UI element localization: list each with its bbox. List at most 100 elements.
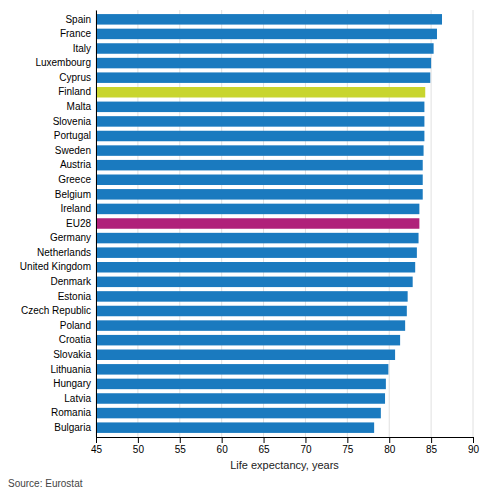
y-tick: Slovenia [53, 116, 96, 127]
bar [96, 87, 425, 98]
bar [96, 189, 423, 200]
y-tick-label: Ireland [60, 203, 91, 214]
y-tick: Lithuania [50, 364, 96, 375]
y-tick-label: Poland [60, 320, 91, 331]
plot: 45 50 55 60 65 70 75 80 85 90 Spain France Italy Luxe… [8, 10, 479, 489]
x-tick: 60 [217, 437, 229, 455]
y-tick: Austria [60, 159, 96, 170]
x-tick-label: 80 [384, 444, 396, 455]
y-tick-label: France [60, 28, 92, 39]
x-tick-mark [96, 437, 97, 443]
x-tick-mark [305, 437, 306, 443]
bar [96, 247, 417, 258]
y-tick: Netherlands [37, 247, 96, 258]
y-tick: Greece [58, 174, 96, 185]
x-tick-label: 70 [300, 444, 312, 455]
x-tick: 75 [342, 437, 354, 455]
x-tick: 80 [384, 437, 396, 455]
x-tick-mark [389, 437, 390, 443]
y-tick: Spain [65, 14, 96, 25]
y-tick-label: Netherlands [37, 247, 91, 258]
bar [96, 306, 407, 317]
x-tick: 50 [133, 437, 145, 455]
x-tick-mark [180, 437, 181, 443]
y-tick: Bulgaria [54, 422, 96, 433]
x-tick-mark [264, 437, 265, 443]
x-tick-label: 55 [175, 444, 187, 455]
y-tick-label: Latvia [64, 393, 91, 404]
x-tick: 90 [468, 437, 480, 455]
bar [96, 335, 400, 346]
bar [96, 204, 419, 215]
y-tick: Slovakia [53, 349, 96, 360]
y-tick-label: EU28 [66, 218, 91, 229]
x-axis: 45 50 55 60 65 70 75 80 85 90 [91, 437, 480, 455]
bar [96, 175, 423, 186]
y-tick-label: United Kingdom [20, 261, 91, 272]
y-tick: Finland [58, 86, 96, 97]
y-tick: Estonia [58, 291, 96, 302]
y-tick-label: Spain [65, 14, 91, 25]
y-tick: Portugal [54, 130, 96, 141]
x-tick-label: 85 [426, 444, 438, 455]
x-tick: 45 [91, 437, 103, 455]
x-tick: 70 [300, 437, 312, 455]
y-tick-label: Denmark [50, 276, 92, 287]
bar [96, 350, 395, 361]
bar [96, 218, 419, 229]
x-tick-mark [222, 437, 223, 443]
y-tick: Germany [50, 232, 96, 243]
y-tick-label: Hungary [53, 378, 91, 389]
bar [96, 14, 442, 25]
y-tick-label: Portugal [54, 130, 91, 141]
x-tick-label: 75 [342, 444, 354, 455]
x-tick: 65 [258, 437, 270, 455]
bar [96, 116, 424, 127]
annotation: Source: Eurostat [8, 478, 83, 489]
bars [96, 14, 442, 433]
bar [96, 102, 424, 113]
y-tick: Hungary [53, 378, 96, 389]
y-tick-label: Czech Republic [21, 305, 91, 316]
y-tick: United Kingdom [20, 261, 96, 272]
y-tick: Cyprus [59, 72, 96, 83]
bar [96, 58, 431, 68]
y-axis: Spain France Italy Luxembourg Cyprus Finland M… [20, 11, 97, 438]
chart: 45 50 55 60 65 70 75 80 85 90 Spain France Italy Luxe… [0, 0, 491, 495]
x-tick-mark [138, 437, 139, 443]
y-tick-label: Lithuania [50, 364, 91, 375]
y-tick: Romania [51, 407, 96, 418]
bar [96, 379, 386, 390]
y-tick: Croatia [59, 334, 96, 345]
x-tick-label: 65 [258, 444, 270, 455]
bar [96, 422, 374, 433]
y-tick-label: Finland [58, 86, 91, 97]
x-tick: 85 [426, 437, 438, 455]
y-tick: France [60, 28, 96, 39]
y-tick: Luxembourg [35, 57, 96, 68]
y-tick-label: Germany [50, 232, 91, 243]
y-tick-label: Croatia [59, 334, 92, 345]
y-tick: Ireland [60, 203, 96, 214]
bar [96, 43, 434, 54]
y-tick-label: Luxembourg [35, 57, 91, 68]
bar [96, 72, 430, 83]
y-tick-label: Bulgaria [54, 422, 91, 433]
y-tick: Italy [73, 43, 96, 54]
bar [96, 160, 423, 171]
x-tick-mark [431, 437, 432, 443]
x-tick-label: 50 [133, 444, 145, 455]
y-tick: EU28 [66, 218, 96, 229]
bar [96, 393, 385, 404]
y-tick: Latvia [64, 393, 96, 404]
y-tick: Denmark [50, 276, 96, 287]
bar [96, 320, 405, 331]
y-tick-label: Slovenia [53, 116, 92, 127]
x-tick-label: 45 [91, 444, 103, 455]
y-tick-label: Slovakia [53, 349, 91, 360]
x-tick-label: 90 [468, 444, 480, 455]
bar [96, 131, 424, 142]
bar [96, 408, 381, 419]
y-tick: Malta [67, 101, 96, 112]
bar [96, 262, 415, 273]
